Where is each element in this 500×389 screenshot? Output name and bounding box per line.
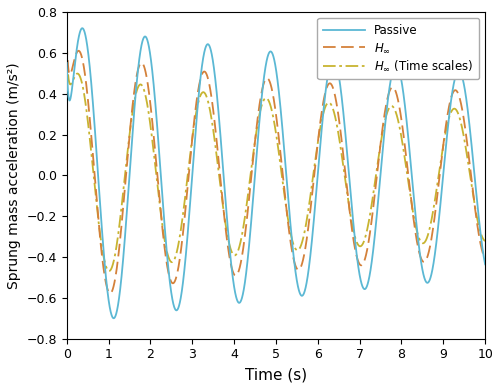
$H_\infty$ [146, 88, 152, 93]
$H_\infty$ [308, 202, 314, 207]
Passive [106, 304, 112, 309]
Passive [352, 241, 358, 246]
$H_\infty$ [64, 40, 70, 44]
$H_\infty$ (Time scales) [106, 269, 112, 273]
$H_\infty$ (Time scales) [482, 238, 488, 243]
Passive [110, 316, 116, 321]
$H_\infty$ [352, 248, 358, 253]
Line: Passive: Passive [66, 28, 485, 318]
$H_\infty$ (Time scales) [106, 268, 112, 273]
$H_\infty$ (Time scales) [347, 209, 353, 214]
Line: $H_\infty$: $H_\infty$ [66, 42, 485, 293]
Y-axis label: Sprung mass acceleration (m/s²): Sprung mass acceleration (m/s²) [7, 62, 21, 289]
Passive [64, 61, 70, 65]
Passive [462, 89, 468, 94]
$H_\infty$ [347, 211, 353, 216]
Passive [146, 43, 152, 48]
Legend: Passive, $H_\infty$, $H_\infty$ (Time scales): Passive, $H_\infty$, $H_\infty$ (Time sc… [318, 18, 479, 79]
$H_\infty$ (Time scales) [308, 189, 314, 194]
$H_\infty$ (Time scales) [146, 110, 152, 115]
$H_\infty$ [107, 291, 113, 296]
X-axis label: Time (s): Time (s) [245, 367, 307, 382]
Passive [347, 183, 353, 188]
Line: $H_\infty$ (Time scales): $H_\infty$ (Time scales) [66, 52, 485, 271]
Passive [482, 262, 488, 266]
Passive [308, 247, 314, 251]
Passive [80, 26, 86, 31]
$H_\infty$ (Time scales) [64, 49, 70, 54]
$H_\infty$ [462, 125, 468, 130]
$H_\infty$ [482, 256, 488, 261]
$H_\infty$ (Time scales) [462, 141, 468, 146]
$H_\infty$ [106, 291, 112, 296]
$H_\infty$ (Time scales) [352, 236, 358, 240]
